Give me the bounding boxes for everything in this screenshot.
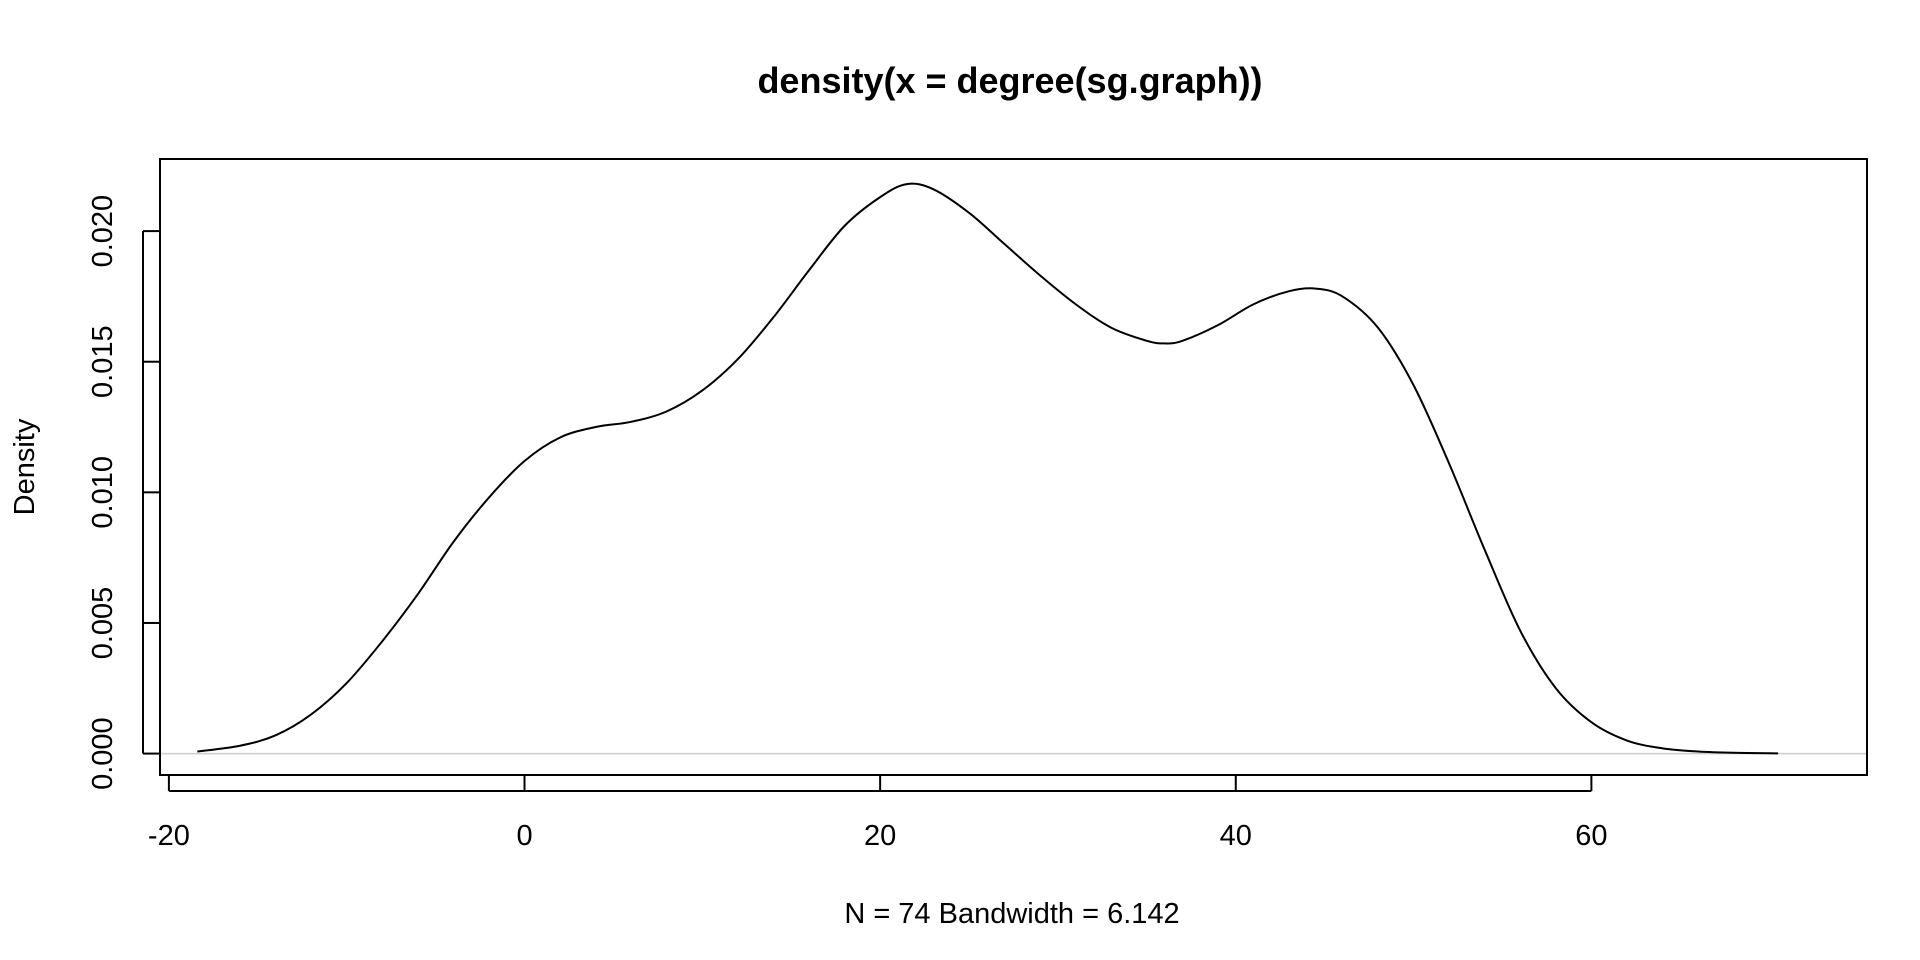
y-tick-label: 0.015 [87,325,119,398]
series-layer [197,182,1779,755]
x-tick-label: 0 [516,820,532,852]
y-axis: 0.000 0.005 0.010 0.015 0.020 [87,195,159,790]
x-axis-label: N = 74 Bandwidth = 6.142 [844,898,1179,930]
chart-title: density(x = degree(sg.graph)) [757,60,1262,101]
plot-frame [159,158,1868,776]
y-axis-label: Density [9,418,41,515]
density-curve-0 [197,182,1779,755]
y-tick-label: 0.000 [87,717,119,790]
x-axis: -20 0 20 40 60 [148,775,1608,852]
x-tick-label: 60 [1575,820,1607,852]
y-tick-label: 0.010 [87,456,119,529]
y-tick-label: 0.005 [87,587,119,660]
y-tick-label: 0.020 [87,195,119,268]
x-tick-label: -20 [148,820,190,852]
x-tick-label: 20 [864,820,896,852]
x-tick-label: 40 [1220,820,1252,852]
